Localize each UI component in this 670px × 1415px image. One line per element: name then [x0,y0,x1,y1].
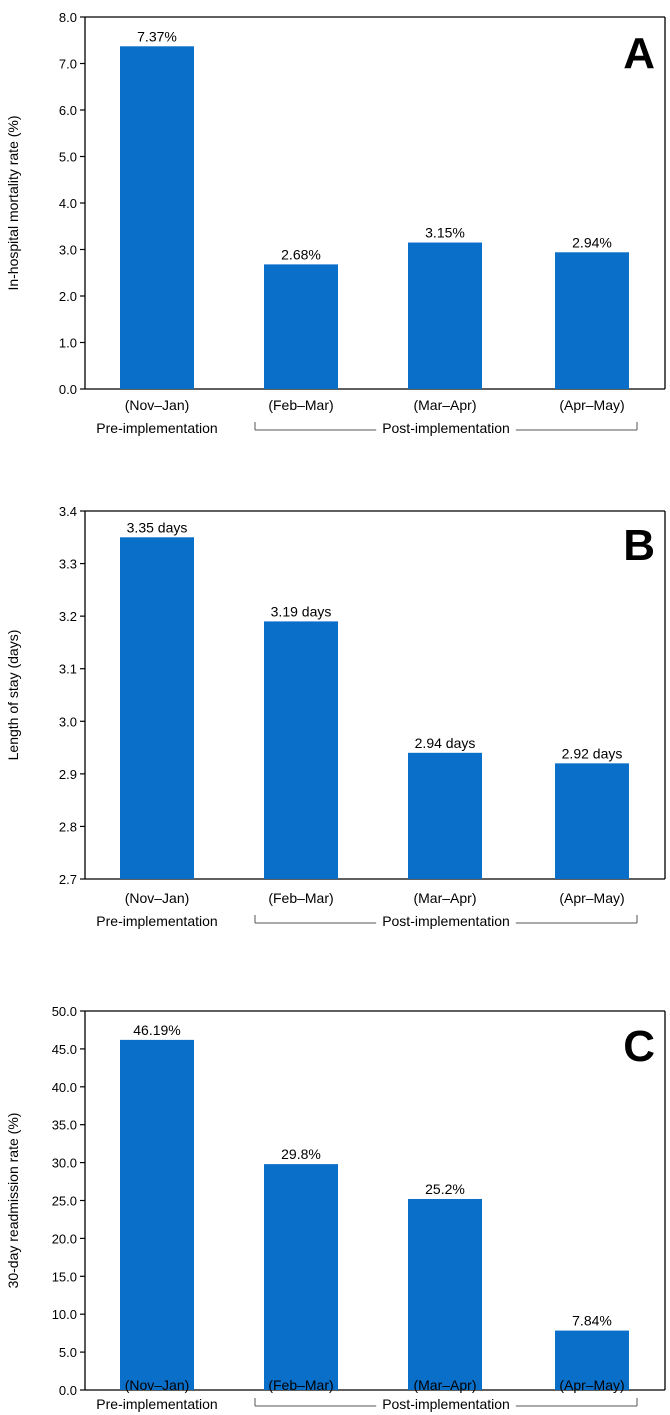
y-tick-label: 50.0 [52,1004,77,1019]
x-category-label: (Nov–Jan) [125,1377,190,1393]
x-category-label: (Nov–Jan) [125,890,190,906]
bar-value-label: 3.19 days [271,603,332,619]
y-tick-label: 15.0 [52,1269,77,1284]
y-tick-label: 3.2 [59,609,77,624]
group-label-post: Post-implementation [382,1396,510,1412]
bar [264,264,338,389]
bar [120,537,194,879]
y-tick-label: 25.0 [52,1194,77,1209]
y-axis-title: Length of stay (days) [5,630,21,761]
bar-value-label: 2.94 days [415,735,476,751]
bar-value-label: 3.15% [425,225,465,241]
x-category-label: (Apr–May) [559,890,624,906]
x-category-label: (Mar–Apr) [413,890,476,906]
y-tick-label: 40.0 [52,1080,77,1095]
x-category-label: (Feb–Mar) [268,397,333,413]
bar-value-label: 7.84% [572,1313,612,1329]
y-tick-label: 2.7 [59,872,77,887]
y-tick-label: 4.0 [59,196,77,211]
x-category-label: (Feb–Mar) [268,1377,333,1393]
bar [120,46,194,390]
y-tick-label: 3.1 [59,662,77,677]
chart-panel-a: 0.0 1.0 2.0 3.0 4.0 5.0 6.0 7.0 8.0 In-hospital m… [5,10,666,436]
y-axis-title: 30-day readmission rate (%) [5,1113,21,1289]
y-tick-label: 0.0 [59,382,77,397]
group-label-pre: Pre-implementation [96,420,217,436]
y-tick-label: 3.3 [59,557,77,572]
bar-value-label: 7.37% [137,28,177,44]
chart-panel-b: 2.7 2.8 2.9 3.0 3.1 3.2 3.3 3.4 Length of stay (… [5,504,666,929]
bar [555,1330,629,1390]
panel-letter: A [623,29,655,78]
y-tick-label: 2.8 [59,819,77,834]
chart-panel-c: 0.0 5.0 10.0 15.0 20.0 25.0 30.0 35.0 40.0 45.0 50… [5,1004,666,1412]
x-category-label: (Apr–May) [559,397,624,413]
bar [264,1164,338,1390]
bar [555,763,629,879]
y-tick-label: 5.0 [59,1345,77,1360]
y-tick-label: 5.0 [59,150,77,165]
bar [120,1039,194,1390]
y-tick-label: 30.0 [52,1156,77,1171]
group-label-pre: Pre-implementation [96,1396,217,1412]
y-tick-label: 3.0 [59,243,77,258]
group-label-post: Post-implementation [382,913,510,929]
bar [408,242,482,389]
bar-value-label: 2.94% [572,234,612,250]
bar-value-label: 2.92 days [562,745,623,761]
x-category-label: (Nov–Jan) [125,397,190,413]
y-axis-title: In-hospital mortality rate (%) [5,115,21,290]
bar [264,621,338,879]
y-tick-label: 7.0 [59,57,77,72]
y-tick-label: 3.0 [59,714,77,729]
group-label-post: Post-implementation [382,420,510,436]
bar [408,752,482,879]
group-label-pre: Pre-implementation [96,913,217,929]
y-tick-label: 35.0 [52,1118,77,1133]
y-tick-label: 8.0 [59,10,77,25]
y-tick-label: 0.0 [59,1383,77,1398]
bar [555,252,629,389]
bar-value-label: 3.35 days [127,519,188,535]
bar-value-label: 2.68% [281,246,321,262]
x-category-label: (Apr–May) [559,1377,624,1393]
y-tick-label: 45.0 [52,1042,77,1057]
bar-value-label: 29.8% [281,1146,321,1162]
y-tick-label: 20.0 [52,1231,77,1246]
y-tick-label: 3.4 [59,504,77,519]
x-category-label: (Mar–Apr) [413,1377,476,1393]
y-tick-label: 1.0 [59,336,77,351]
y-tick-label: 2.9 [59,767,77,782]
x-category-label: (Mar–Apr) [413,397,476,413]
y-tick-label: 2.0 [59,289,77,304]
panel-letter: C [623,1022,655,1071]
bar [408,1198,482,1390]
y-tick-label: 6.0 [59,103,77,118]
x-category-label: (Feb–Mar) [268,890,333,906]
bar-value-label: 46.19% [133,1022,180,1038]
panel-letter: B [623,521,655,570]
y-tick-label: 10.0 [52,1307,77,1322]
bar-value-label: 25.2% [425,1181,465,1197]
